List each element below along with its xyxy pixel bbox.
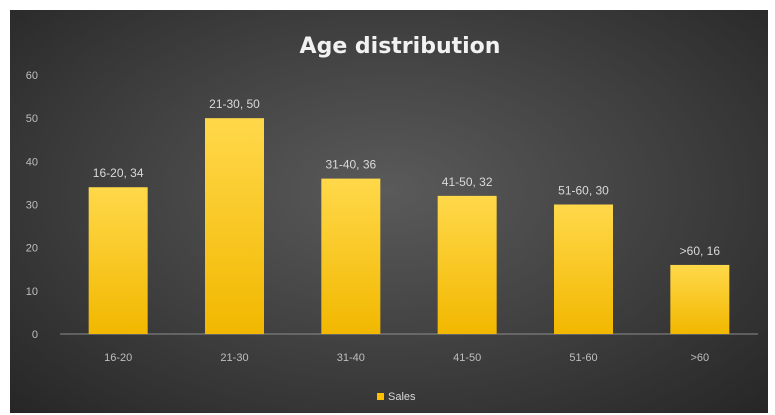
bar-series bbox=[88, 118, 730, 335]
x-tick-label: 31-40 bbox=[337, 352, 365, 364]
x-tick-label: >60 bbox=[690, 352, 709, 364]
bar bbox=[321, 178, 381, 334]
legend-label-sales: Sales bbox=[388, 391, 416, 403]
data-label: 41-50, 32 bbox=[442, 175, 493, 189]
y-tick-label: 50 bbox=[26, 113, 38, 125]
data-label: 31-40, 36 bbox=[325, 158, 376, 172]
x-tick-label: 16-20 bbox=[104, 352, 132, 364]
x-tick-label: 21-30 bbox=[220, 352, 248, 364]
legend: Sales bbox=[377, 391, 416, 403]
x-tick-label: 51-60 bbox=[569, 352, 597, 364]
data-label: 51-60, 30 bbox=[558, 184, 609, 198]
y-tick-label: 0 bbox=[32, 329, 38, 341]
legend-swatch-sales bbox=[377, 393, 384, 400]
y-tick-label: 30 bbox=[26, 200, 38, 212]
bar bbox=[88, 187, 148, 334]
bar bbox=[205, 118, 264, 335]
bar bbox=[554, 204, 613, 334]
y-tick-label: 60 bbox=[26, 70, 38, 82]
bar bbox=[670, 264, 730, 334]
data-label: >60, 16 bbox=[680, 244, 721, 258]
bar bbox=[437, 195, 497, 334]
y-tick-label: 10 bbox=[26, 286, 38, 298]
chart-title: Age distribution bbox=[300, 34, 501, 59]
x-tick-label: 41-50 bbox=[453, 352, 481, 364]
y-tick-label: 40 bbox=[26, 156, 38, 168]
data-label: 16-20, 34 bbox=[93, 166, 144, 180]
age-distribution-chart: Age distribution 0 10 20 30 40 50 60 16-20, 34… bbox=[26, 34, 758, 403]
data-labels: 16-20, 34 21-30, 50 31-40, 36 41-50, 32 51-6… bbox=[93, 97, 721, 258]
y-tick-label: 20 bbox=[26, 243, 38, 255]
chart-area: Age distribution 0 10 20 30 40 50 60 16-20, 34… bbox=[10, 10, 768, 413]
data-label: 21-30, 50 bbox=[209, 97, 260, 111]
x-axis: 16-20 21-30 31-40 41-50 51-60 >60 bbox=[104, 352, 709, 364]
y-axis: 0 10 20 30 40 50 60 bbox=[26, 70, 38, 341]
